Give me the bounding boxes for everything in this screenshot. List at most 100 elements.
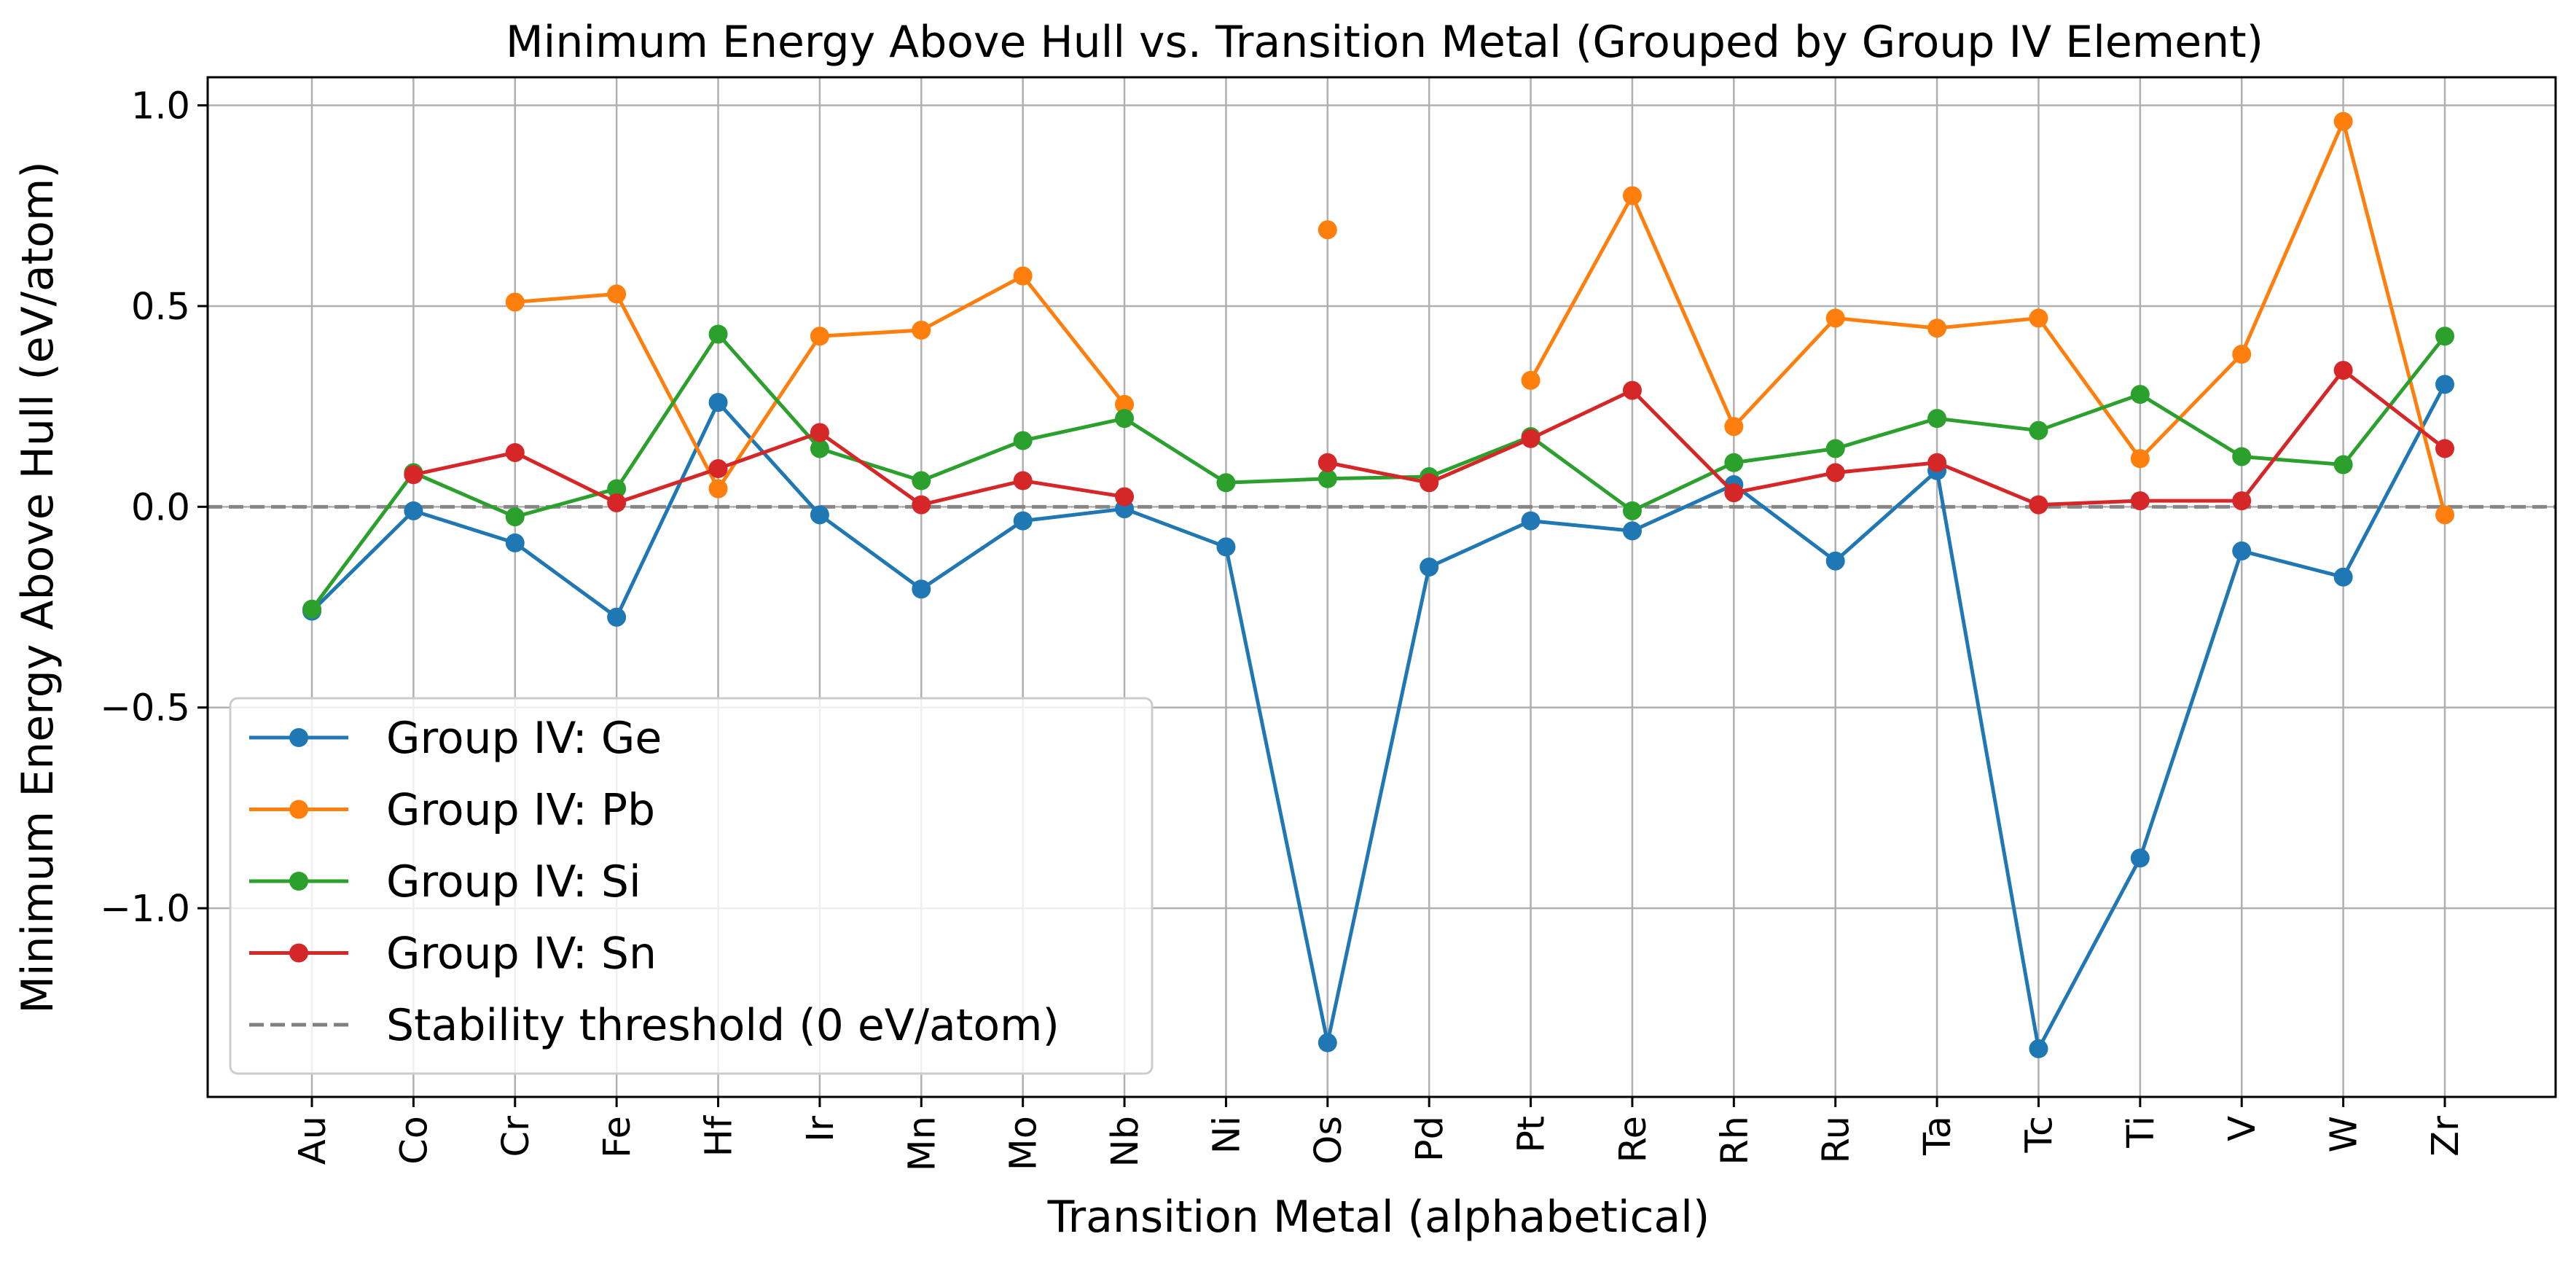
data-point xyxy=(1115,409,1135,429)
data-point xyxy=(2333,455,2353,474)
data-point xyxy=(404,465,423,485)
legend-label: Group IV: Sn xyxy=(386,929,657,980)
series-line xyxy=(412,430,1125,507)
data-point xyxy=(2435,505,2454,525)
data-point xyxy=(2130,449,2150,469)
x-axis-label: Transition Metal (alphabetical) xyxy=(1047,1192,1710,1243)
data-point xyxy=(912,579,931,599)
data-point xyxy=(505,507,525,527)
y-axis-ticks: 1.0 0.5 0.0 −0.5 −1.0 xyxy=(100,85,208,931)
data-point xyxy=(2435,439,2454,458)
data-point xyxy=(912,495,931,515)
legend-item: Group IV: Si xyxy=(249,856,641,907)
data-point xyxy=(2232,345,2252,364)
y-tick-label: 0.0 xyxy=(131,486,190,529)
series-pb xyxy=(505,112,2454,525)
x-tick-label: Pt xyxy=(1511,1116,1554,1153)
x-tick-label: Hf xyxy=(698,1115,741,1157)
data-point xyxy=(1013,431,1033,450)
data-point xyxy=(2333,567,2353,587)
data-point xyxy=(1318,1033,1337,1052)
y-tick-label: 1.0 xyxy=(131,85,190,128)
data-point xyxy=(1115,487,1135,507)
data-point xyxy=(2435,375,2454,394)
data-point xyxy=(1825,463,1845,482)
data-point xyxy=(1724,417,1744,437)
y-axis-label: Minimum Energy Above Hull (eV/atom) xyxy=(12,161,63,1014)
data-point xyxy=(2029,308,2048,328)
series-line xyxy=(1529,120,2447,515)
data-point xyxy=(505,292,525,312)
data-point xyxy=(1115,394,1135,414)
x-tick-label: Ta xyxy=(1917,1116,1960,1156)
data-point xyxy=(912,320,931,340)
data-point xyxy=(1013,471,1033,491)
legend-swatch-marker xyxy=(289,800,308,819)
data-point xyxy=(708,479,728,499)
data-point xyxy=(2029,1039,2048,1058)
legend-swatch-marker xyxy=(289,872,308,891)
x-tick-label: Re xyxy=(1612,1116,1655,1163)
data-point xyxy=(1622,521,1642,541)
data-point xyxy=(912,471,931,491)
data-point xyxy=(1318,453,1337,472)
x-tick-label: Ti xyxy=(2120,1116,2163,1149)
series-ge xyxy=(302,375,2454,1058)
series-line xyxy=(1327,368,2446,507)
data-point xyxy=(2435,327,2454,346)
legend-box xyxy=(229,697,1154,1075)
x-tick-label: Ir xyxy=(799,1116,842,1142)
data-point xyxy=(1521,511,1540,531)
legend-item: Group IV: Sn xyxy=(249,929,657,980)
legend-swatch-marker xyxy=(289,943,308,963)
data-point xyxy=(810,327,829,346)
data-point xyxy=(2333,361,2353,380)
x-tick-label: Co xyxy=(393,1116,436,1165)
x-tick-label: W xyxy=(2323,1116,2366,1152)
data-point xyxy=(1927,453,1947,472)
x-tick-label: Nb xyxy=(1104,1116,1147,1168)
data-point xyxy=(1216,537,1236,557)
data-point xyxy=(810,505,829,525)
data-point xyxy=(708,324,728,344)
x-tick-label: Tc xyxy=(2018,1116,2061,1154)
data-point xyxy=(2333,112,2353,131)
series-line xyxy=(310,383,2447,1051)
data-point xyxy=(1825,308,1845,328)
data-point xyxy=(302,599,321,619)
data-point xyxy=(1724,483,1744,503)
series-sn xyxy=(404,361,2454,515)
legend-item: Group IV: Ge xyxy=(249,713,662,764)
x-tick-label: Fe xyxy=(596,1116,639,1158)
data-point xyxy=(1927,409,1947,429)
data-point xyxy=(810,423,829,442)
data-point xyxy=(1622,501,1642,520)
data-point xyxy=(2232,491,2252,511)
data-point xyxy=(2130,491,2150,511)
data-point xyxy=(2029,495,2048,515)
x-axis-ticks: Au Co Cr Fe Hf Ir Mn Mo Nb Ni Os Pd Pt Re Rh Ru Ta Tc Ti V W… xyxy=(291,1097,2467,1171)
chart-title: Minimum Energy Above Hull vs. Transition… xyxy=(506,17,2263,68)
x-tick-label: V xyxy=(2221,1116,2264,1141)
data-point xyxy=(810,439,829,458)
data-point xyxy=(1825,439,1845,458)
data-point xyxy=(1318,469,1337,488)
x-tick-label: Ni xyxy=(1205,1116,1248,1154)
x-tick-label: Cr xyxy=(495,1116,538,1157)
data-point xyxy=(1013,511,1033,531)
data-point xyxy=(607,493,627,512)
data-point xyxy=(505,442,525,462)
data-point xyxy=(2232,541,2252,560)
data-point xyxy=(1013,266,1033,286)
x-tick-label: Au xyxy=(291,1116,334,1165)
x-tick-label: Rh xyxy=(1713,1116,1756,1165)
data-point xyxy=(1724,453,1744,472)
data-point xyxy=(1216,473,1236,493)
legend: Group IV: Ge Group IV: Pb Group IV: Si Grou… xyxy=(229,697,1154,1075)
legend-label: Group IV: Pb xyxy=(386,785,655,836)
data-point xyxy=(1420,557,1439,577)
x-tick-label: Os xyxy=(1307,1116,1350,1165)
data-point xyxy=(1318,220,1337,240)
data-point xyxy=(1420,473,1439,493)
legend-item: Group IV: Pb xyxy=(249,785,655,836)
